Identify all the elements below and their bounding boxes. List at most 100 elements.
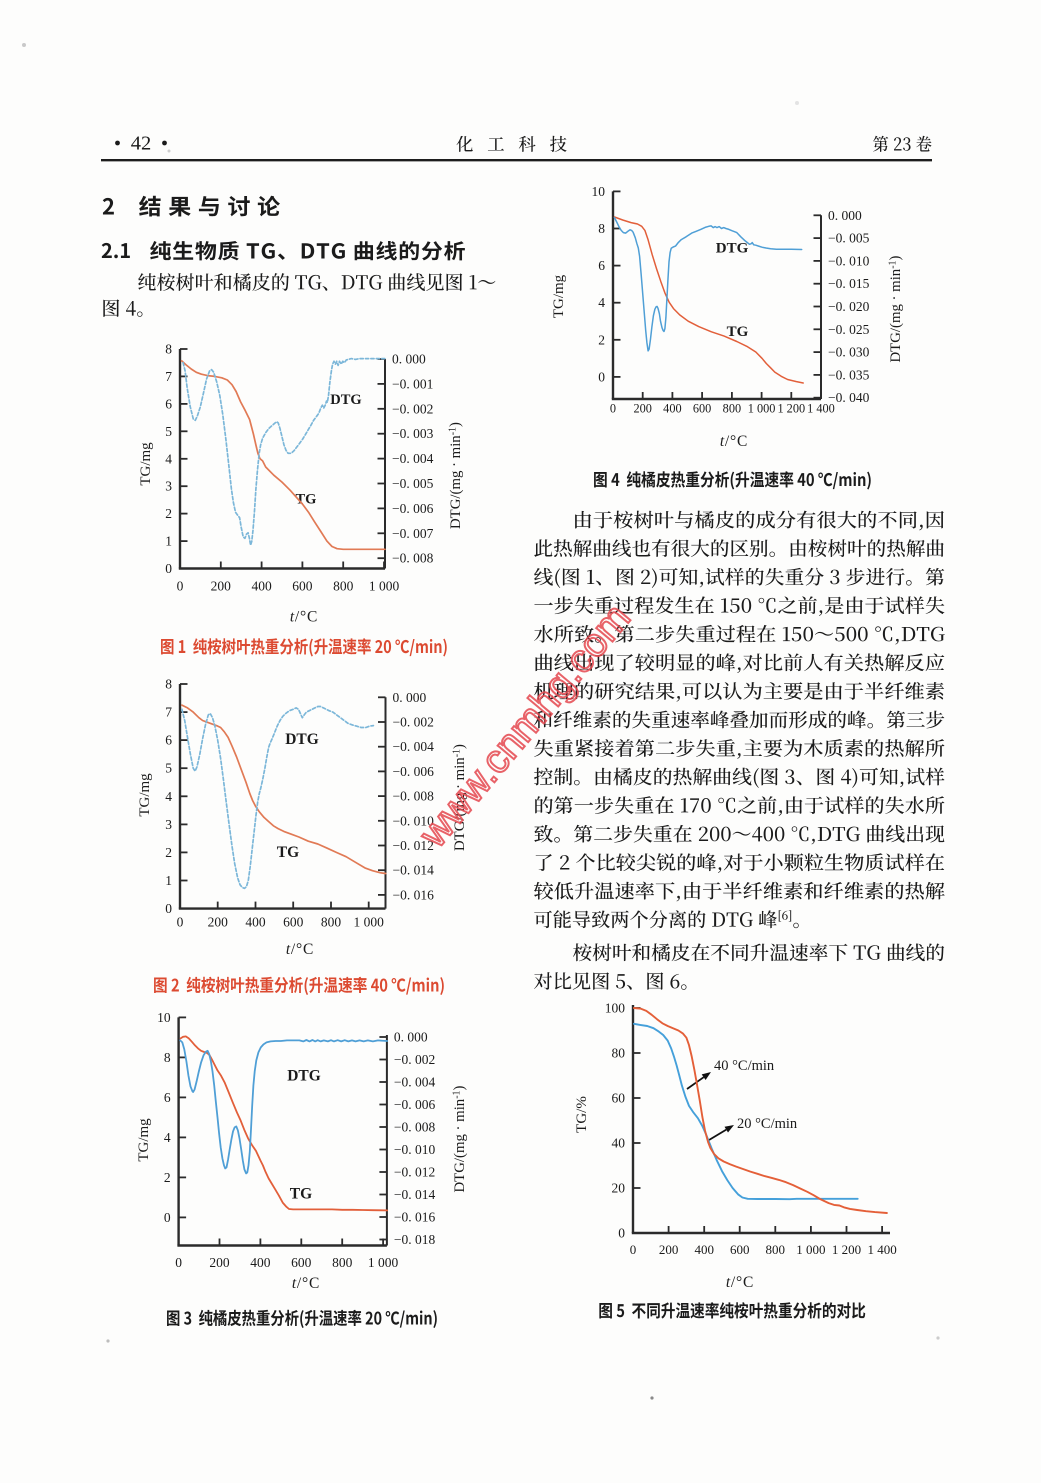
svg-text:−0. 014: −0. 014 <box>393 863 435 878</box>
svg-text:4: 4 <box>165 451 172 466</box>
svg-text:−0. 002: −0. 002 <box>394 1052 435 1067</box>
svg-text:−0. 030: −0. 030 <box>828 345 870 360</box>
svg-text:20 °C/min: 20 °C/min <box>737 1116 798 1132</box>
svg-text:100: 100 <box>605 1001 626 1016</box>
svg-text:2: 2 <box>164 1170 171 1185</box>
svg-text:0: 0 <box>177 579 184 594</box>
svg-text:800: 800 <box>321 915 342 930</box>
svg-text:−0. 010: −0. 010 <box>394 1142 436 1157</box>
svg-text:0: 0 <box>177 915 184 930</box>
svg-text:−0. 040: −0. 040 <box>828 390 870 405</box>
svg-text:2: 2 <box>165 506 172 521</box>
svg-text:1 000: 1 000 <box>748 402 776 416</box>
svg-text:400: 400 <box>250 1255 271 1270</box>
svg-text:4: 4 <box>165 789 172 804</box>
svg-text:−0. 006: −0. 006 <box>392 501 434 516</box>
svg-text:−0. 005: −0. 005 <box>392 476 434 491</box>
svg-text:DTG/(mg · min-1): DTG/(mg · min-1) <box>447 422 464 529</box>
svg-text:200: 200 <box>633 402 651 416</box>
svg-text:−0. 008: −0. 008 <box>394 1120 436 1135</box>
svg-text:4: 4 <box>164 1130 171 1145</box>
svg-text:1 000: 1 000 <box>796 1242 825 1257</box>
svg-text:0. 000: 0. 000 <box>394 1030 428 1045</box>
svg-text:8: 8 <box>164 1050 171 1065</box>
svg-text:DTG/(mg · min-1): DTG/(mg · min-1) <box>451 1085 468 1192</box>
svg-text:−0. 014: −0. 014 <box>394 1187 436 1202</box>
svg-text:−0. 004: −0. 004 <box>394 1075 436 1090</box>
svg-text:−0. 012: −0. 012 <box>393 838 434 853</box>
svg-text:−0. 018: −0. 018 <box>394 1232 436 1247</box>
svg-text:2: 2 <box>165 845 172 860</box>
svg-text:42: 42 <box>131 133 152 155</box>
svg-text:40 °C/min: 40 °C/min <box>714 1058 775 1074</box>
svg-text:600: 600 <box>283 915 304 930</box>
svg-text:www.cnmhg.com: www.cnmhg.com <box>410 596 639 857</box>
svg-text:−0. 005: −0. 005 <box>828 231 870 246</box>
svg-text:t/°C: t/°C <box>290 609 318 626</box>
svg-text:0: 0 <box>618 1226 625 1241</box>
svg-text:−0. 010: −0. 010 <box>393 813 435 828</box>
svg-text:TG: TG <box>296 492 317 508</box>
svg-text:−0. 007: −0. 007 <box>392 526 434 541</box>
svg-text:2: 2 <box>598 332 605 347</box>
svg-text:8: 8 <box>598 221 605 236</box>
svg-text:t/°C: t/°C <box>720 433 748 450</box>
svg-text:−0. 035: −0. 035 <box>828 367 870 382</box>
svg-text:−0. 002: −0. 002 <box>393 715 434 730</box>
svg-text:7: 7 <box>165 705 172 720</box>
svg-text:80: 80 <box>612 1046 626 1061</box>
svg-text:8: 8 <box>165 342 172 357</box>
svg-text:800: 800 <box>766 1242 786 1257</box>
svg-text:40: 40 <box>612 1136 626 1151</box>
svg-text:0: 0 <box>165 561 172 576</box>
svg-text:1 000: 1 000 <box>369 579 400 594</box>
svg-text:4: 4 <box>598 295 605 310</box>
svg-text:1 400: 1 400 <box>807 402 835 416</box>
svg-text:TG: TG <box>277 844 299 861</box>
svg-text:20: 20 <box>612 1181 626 1196</box>
svg-text:t/°C: t/°C <box>286 941 314 958</box>
svg-text:−0. 025: −0. 025 <box>828 322 870 337</box>
svg-text:1 200: 1 200 <box>832 1242 861 1257</box>
svg-text:7: 7 <box>165 369 172 384</box>
svg-text:−0. 016: −0. 016 <box>394 1210 436 1225</box>
svg-text:800: 800 <box>333 579 354 594</box>
svg-text:200: 200 <box>208 915 229 930</box>
svg-text:1 000: 1 000 <box>354 915 385 930</box>
svg-text:0: 0 <box>630 1242 637 1257</box>
svg-text:10: 10 <box>157 1010 171 1025</box>
svg-text:0: 0 <box>598 369 605 384</box>
svg-text:−0. 008: −0. 008 <box>392 551 434 566</box>
svg-text:DTG: DTG <box>330 392 361 408</box>
svg-text:6: 6 <box>598 258 605 273</box>
svg-text:TG/%: TG/% <box>574 1096 590 1133</box>
svg-text:TG: TG <box>727 324 749 340</box>
svg-text:DTG/(mg · min-1): DTG/(mg · min-1) <box>451 744 468 851</box>
svg-text:TG/mg: TG/mg <box>136 1118 152 1162</box>
svg-text:400: 400 <box>694 1242 714 1257</box>
svg-text:6: 6 <box>164 1090 171 1105</box>
svg-text:DTG/(mg · min-1): DTG/(mg · min-1) <box>887 255 904 362</box>
svg-text:400: 400 <box>245 915 266 930</box>
svg-text:DTG: DTG <box>716 241 749 257</box>
svg-text:−0. 006: −0. 006 <box>393 764 435 779</box>
svg-text:10: 10 <box>592 184 606 199</box>
svg-text:−0. 020: −0. 020 <box>828 299 870 314</box>
svg-text:600: 600 <box>693 402 711 416</box>
svg-text:5: 5 <box>165 424 172 439</box>
svg-text:−0. 010: −0. 010 <box>828 253 870 268</box>
svg-text:0: 0 <box>175 1255 182 1270</box>
svg-text:200: 200 <box>659 1242 679 1257</box>
svg-text:−0. 015: −0. 015 <box>828 276 870 291</box>
svg-text:−0. 008: −0. 008 <box>393 789 435 804</box>
svg-text:0. 000: 0. 000 <box>393 690 427 705</box>
svg-text:60: 60 <box>612 1091 626 1106</box>
svg-text:1 400: 1 400 <box>867 1242 896 1257</box>
svg-text:−0. 003: −0. 003 <box>392 426 434 441</box>
svg-text:8: 8 <box>165 677 172 692</box>
svg-text:TG/mg: TG/mg <box>137 773 153 817</box>
svg-text:−0. 006: −0. 006 <box>394 1097 436 1112</box>
svg-text:TG/mg: TG/mg <box>138 442 154 486</box>
svg-text:5: 5 <box>165 761 172 776</box>
svg-text:400: 400 <box>251 579 272 594</box>
